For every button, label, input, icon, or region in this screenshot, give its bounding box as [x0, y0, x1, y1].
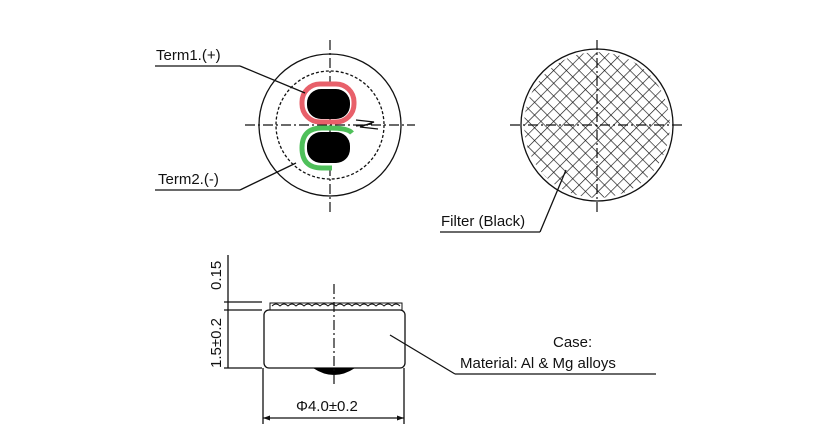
term1-pad [299, 81, 357, 125]
side-view: 0.15 1.5±0.2 Φ4.0±0.2 Case: Material: Al… [208, 255, 656, 424]
term2-leader [239, 162, 297, 191]
filter-label: Filter (Black) [441, 213, 525, 230]
term2-label: Term2.(-) [158, 171, 219, 188]
top-view: Filter (Black) [440, 40, 685, 233]
case-material: Material: Al & Mg alloys [460, 355, 616, 372]
dim-height: 1.5±0.2 [208, 318, 225, 368]
case-leader [389, 334, 456, 375]
term1-label: Term1.(+) [156, 47, 221, 64]
term1-leader [239, 65, 306, 94]
filter-layer [269, 302, 403, 311]
polarity-mark [355, 119, 379, 130]
bottom-view: Term1.(+) Term2.(-) [155, 40, 415, 212]
case-title: Case: [553, 334, 592, 351]
dim-diameter: Φ4.0±0.2 [296, 398, 358, 415]
bottom-terminal [313, 368, 355, 375]
term2-highlight [299, 125, 354, 171]
term1-highlight [299, 81, 357, 125]
filter-leader [539, 169, 567, 233]
term2-pad [299, 125, 354, 171]
dim-filter-thickness: 0.15 [208, 261, 225, 290]
